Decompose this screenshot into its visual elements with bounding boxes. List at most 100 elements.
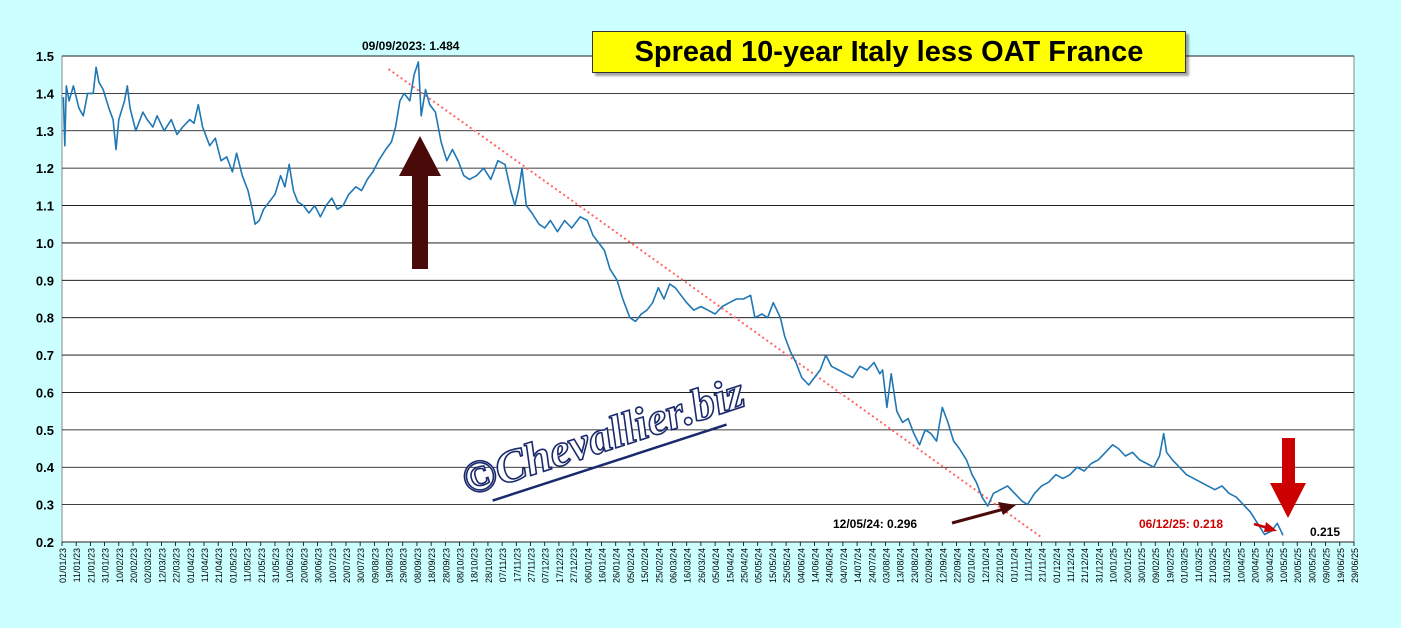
x-tick-label: 22/09/24 [952,548,962,583]
y-tick-label: 0.8 [36,311,54,326]
x-axis-ticks: 01/01/23 11/01/23 21/01/23 31/01/23 10/02/23… [58,542,1360,583]
x-tick-label: 21/05/23 [257,548,267,583]
y-tick-label: 1.1 [36,199,54,214]
x-tick-label: 20/06/23 [299,548,309,583]
pointer-arrow-icon [951,502,1016,525]
x-tick-label: 20/05/25 [1293,548,1303,583]
x-tick-label: 19/06/25 [1336,548,1346,583]
x-tick-label: 14/07/24 [853,548,863,583]
x-tick-label: 30/06/23 [314,548,324,583]
peak-annotation: 09/09/2023: 1.484 [362,39,460,53]
x-tick-label: 12/10/24 [981,548,991,583]
x-tick-label: 01/05/23 [228,548,238,583]
x-tick-label: 05/02/24 [626,548,636,583]
x-tick-label: 09/02/25 [1151,548,1161,583]
low-annotation: 12/05/24: 0.296 [833,517,917,531]
x-tick-label: 11/03/25 [1194,548,1204,582]
y-tick-label: 0.5 [36,423,54,438]
trendline [387,68,1041,538]
series-lines [62,61,1284,536]
y-tick-label: 1.0 [36,236,54,251]
y-tick-label: 1.4 [36,86,55,101]
x-tick-label: 10/02/23 [115,548,125,583]
gridlines [62,55,1354,543]
y-tick-label: 0.7 [36,348,54,363]
x-tick-label: 18/09/23 [427,548,437,583]
x-tick-label: 01/03/25 [1180,548,1190,583]
x-tick-label: 02/03/23 [143,548,153,583]
x-tick-label: 11/01/23 [72,548,82,582]
x-tick-label: 05/05/24 [754,548,764,583]
x-tick-label: 21/12/24 [1080,548,1090,583]
x-tick-label: 25/05/24 [782,548,792,583]
x-tick-label: 06/01/24 [583,548,593,583]
x-tick-label: 19/02/25 [1165,548,1175,583]
x-tick-label: 18/10/23 [470,548,480,583]
x-tick-label: 31/05/23 [271,548,281,583]
x-tick-label: 07/12/23 [541,548,551,583]
up-arrow-icon [399,136,441,269]
x-tick-label: 06/03/24 [669,548,679,583]
x-tick-label: 25/02/24 [654,548,664,583]
x-tick-label: 29/08/23 [399,548,409,583]
x-tick-label: 30/05/25 [1307,548,1317,583]
x-tick-label: 27/11/23 [527,548,537,582]
x-tick-label: 09/08/23 [370,548,380,583]
x-tick-label: 12/03/23 [157,548,167,583]
x-tick-label: 10/05/25 [1279,548,1289,583]
x-tick-label: 10/06/23 [285,548,295,583]
x-tick-label: 27/12/23 [569,548,579,583]
x-tick-label: 05/04/24 [711,548,721,583]
down-arrow-icon [1270,438,1306,518]
x-tick-label: 07/11/23 [498,548,508,582]
x-tick-label: 20/02/23 [129,548,139,583]
x-tick-label: 11/11/24 [1023,548,1033,582]
x-tick-label: 20/07/23 [342,548,352,583]
x-tick-label: 26/01/24 [612,548,622,583]
x-tick-label: 21/01/23 [86,548,96,583]
x-tick-label: 20/01/25 [1123,548,1133,583]
x-tick-label: 02/10/24 [967,548,977,583]
trendline-path [387,68,1041,538]
x-tick-label: 12/09/24 [938,548,948,583]
x-tick-label: 31/03/25 [1222,548,1232,583]
x-tick-label: 08/09/23 [413,548,423,583]
x-tick-label: 24/07/24 [867,548,877,583]
x-tick-label: 19/08/23 [385,548,395,583]
x-tick-label: 30/07/23 [356,548,366,583]
x-tick-label: 28/09/23 [441,548,451,583]
x-tick-label: 04/06/24 [796,548,806,583]
y-tick-label: 0.9 [36,273,54,288]
x-tick-label: 08/10/23 [456,548,466,583]
x-tick-label: 25/04/24 [739,548,749,583]
y-tick-label: 0.2 [36,535,54,550]
y-tick-label: 0.4 [36,460,55,475]
x-tick-label: 16/01/24 [598,548,608,583]
x-tick-label: 11/12/24 [1066,548,1076,582]
y-tick-label: 0.3 [36,498,54,513]
x-tick-label: 31/12/24 [1094,548,1104,583]
x-tick-label: 21/11/24 [1038,548,1048,582]
x-tick-label: 04/07/24 [839,548,849,583]
x-tick-label: 10/04/25 [1236,548,1246,583]
x-tick-label: 16/03/24 [683,548,693,583]
red-annotation: 06/12/25: 0.218 [1139,517,1223,531]
x-tick-label: 11/05/23 [243,548,253,582]
x-tick-label: 11/04/23 [200,548,210,582]
x-tick-label: 01/04/23 [186,548,196,583]
x-tick-label: 22/10/24 [995,548,1005,583]
series-line [62,61,1284,536]
y-tick-label: 1.5 [36,49,54,64]
x-tick-label: 09/06/25 [1322,548,1332,583]
y-tick-label: 1.3 [36,124,54,139]
x-tick-label: 21/04/23 [214,548,224,583]
x-tick-label: 13/08/24 [896,548,906,583]
x-tick-label: 02/09/24 [924,548,934,583]
red-pointer-arrow-icon [1253,522,1277,532]
x-tick-label: 28/10/23 [484,548,494,583]
x-tick-label: 20/04/25 [1251,548,1261,583]
x-tick-label: 17/12/23 [555,548,565,583]
x-tick-label: 30/04/25 [1265,548,1275,583]
last-value-annotation: 0.215 [1310,525,1340,539]
